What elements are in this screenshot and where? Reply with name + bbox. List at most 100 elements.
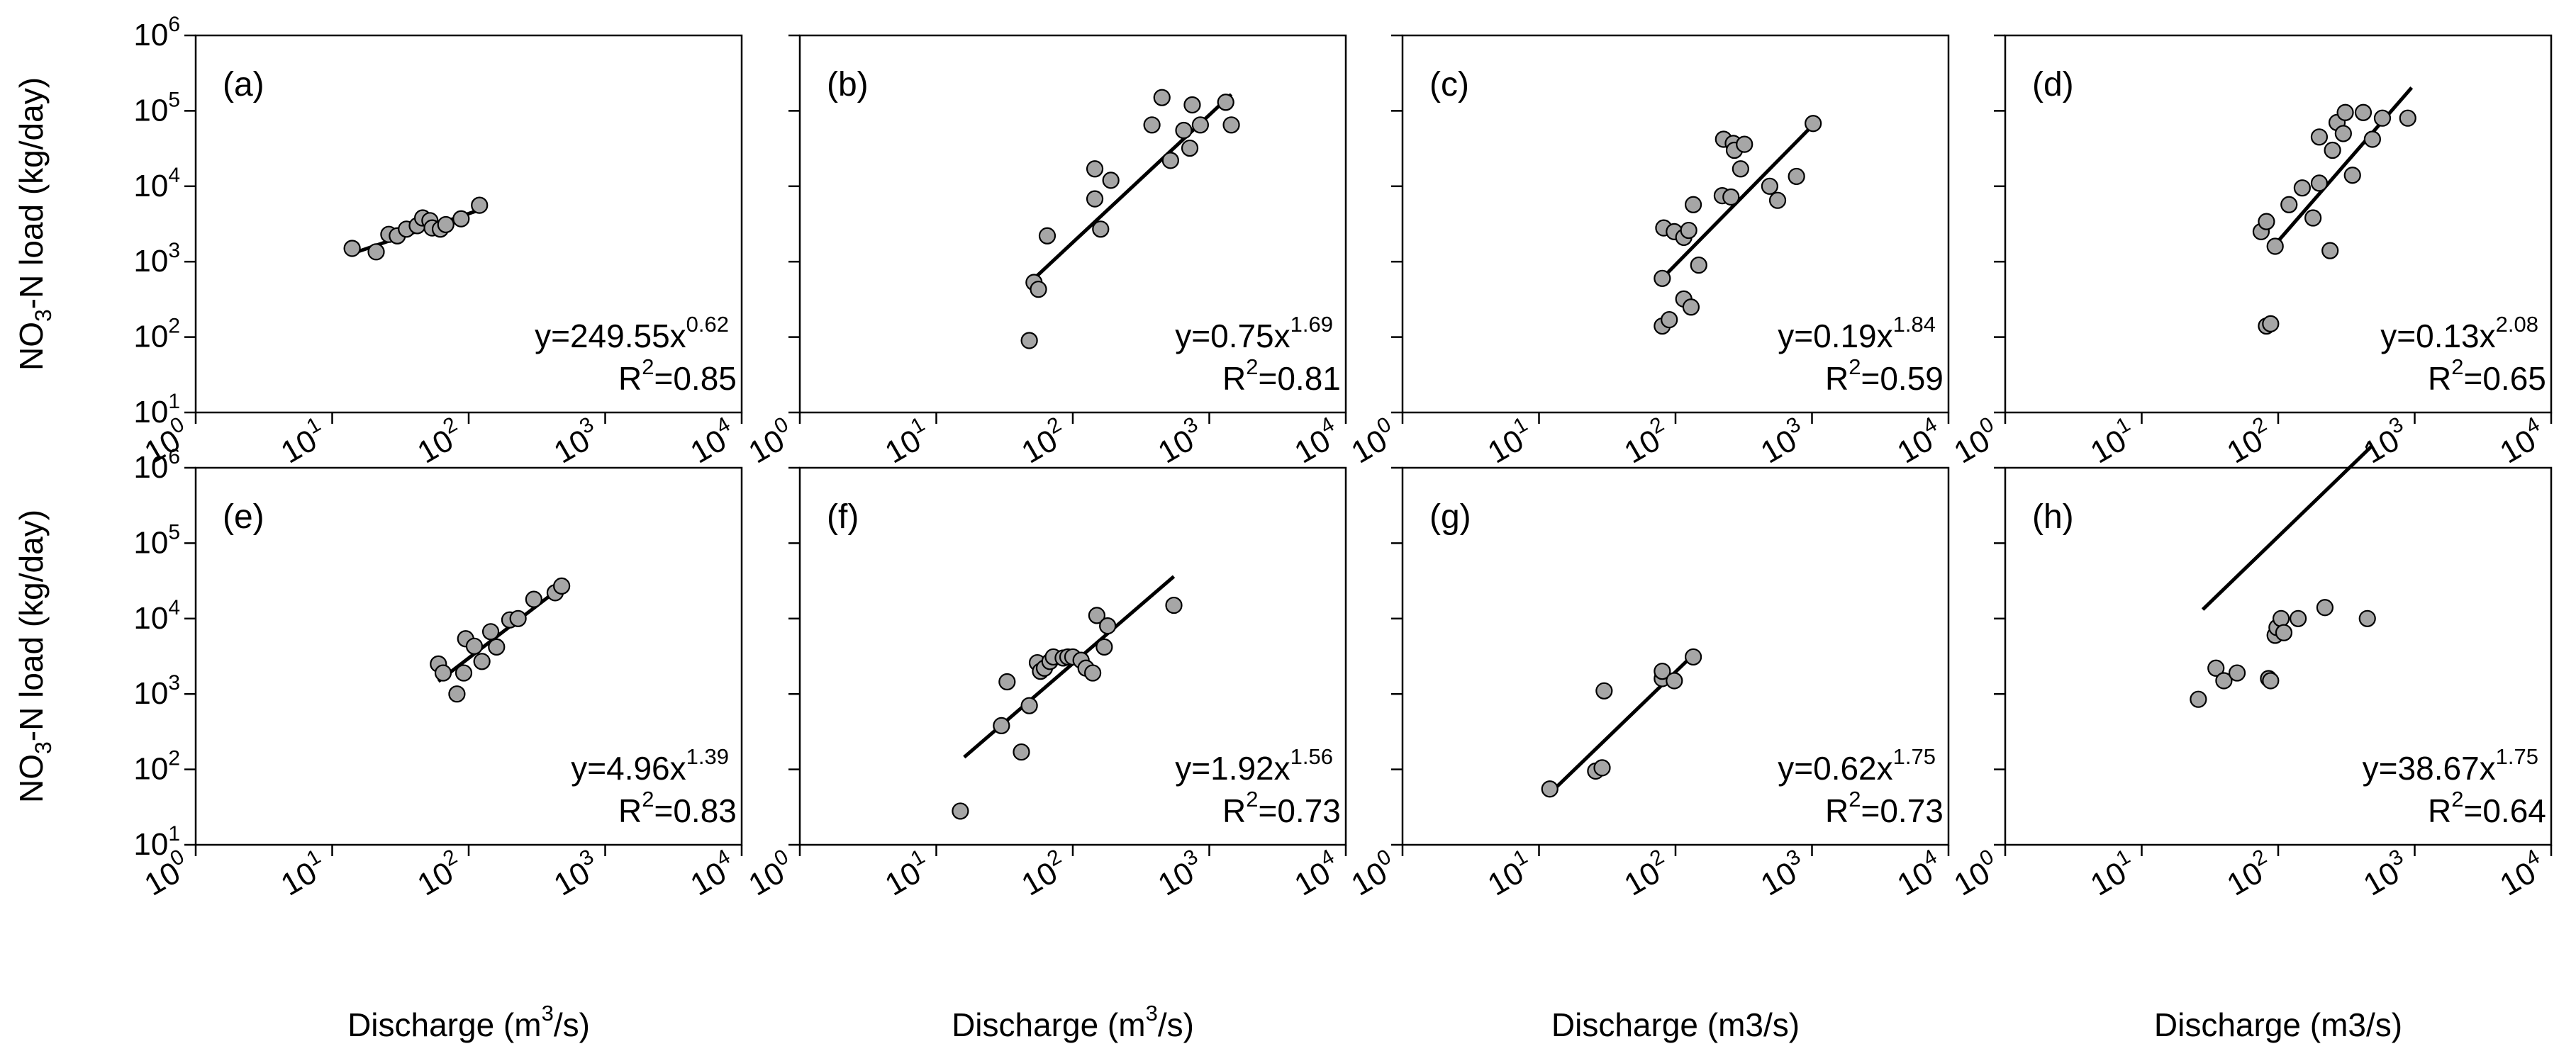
x-tick-label: 102 xyxy=(1013,845,1074,902)
data-point xyxy=(998,673,1016,691)
data-point xyxy=(1191,116,1209,134)
data-point xyxy=(2275,624,2293,641)
x-tick-label: 104 xyxy=(1286,845,1346,902)
data-point xyxy=(1684,648,1702,666)
x-tick-label: 100 xyxy=(1946,845,2006,902)
x-tick-label: 104 xyxy=(1889,412,1949,470)
data-point xyxy=(1217,94,1234,111)
data-point xyxy=(2399,109,2416,127)
data-point xyxy=(471,196,489,214)
x-tick-label: 102 xyxy=(409,412,469,470)
x-tick-label: 103 xyxy=(1753,845,1813,902)
x-tick-label: 101 xyxy=(273,412,333,470)
r-squared: R2=0.64 xyxy=(2428,787,2546,829)
y-tick-label: 106 xyxy=(133,13,180,52)
data-point xyxy=(952,802,969,820)
r-squared: R2=0.85 xyxy=(618,354,737,397)
x-tick-label: 103 xyxy=(1150,845,1210,902)
y-tick-label: 106 xyxy=(133,445,180,485)
fit-equation: y=0.19x1.84 xyxy=(1778,312,1936,354)
y-tick-label: 102 xyxy=(133,315,180,354)
data-point xyxy=(2290,610,2307,627)
x-tick-label: 102 xyxy=(2219,845,2279,902)
x-tick-label: 104 xyxy=(1889,845,1949,902)
plot-frame xyxy=(2004,34,2553,414)
data-point xyxy=(2280,196,2298,213)
data-point xyxy=(2358,610,2376,627)
panel-label: (h) xyxy=(2032,498,2074,536)
y-tick-label: 105 xyxy=(133,88,180,128)
data-point xyxy=(1086,190,1104,208)
x-tick-label: 100 xyxy=(1343,412,1403,470)
data-point xyxy=(2343,167,2361,184)
y-tick-label: 104 xyxy=(133,164,180,203)
data-point xyxy=(1086,160,1104,178)
data-point xyxy=(1541,780,1559,798)
data-point xyxy=(525,590,542,608)
data-point xyxy=(1595,682,1613,700)
data-point xyxy=(1690,256,1707,274)
data-point xyxy=(2321,242,2339,259)
y-tick-label: 105 xyxy=(133,520,180,560)
x-tick-label: 103 xyxy=(546,845,606,902)
data-point xyxy=(1038,227,1056,245)
x-tick-label: 101 xyxy=(2082,412,2143,470)
y-axis-title: NO3-N load (kg/day) xyxy=(13,77,56,371)
data-point xyxy=(2262,315,2280,332)
plot-frame xyxy=(798,34,1347,414)
data-point xyxy=(509,610,527,627)
y-tick-label: 103 xyxy=(133,671,180,711)
data-point xyxy=(1732,160,1749,178)
data-point xyxy=(2207,659,2225,677)
panel-label: (f) xyxy=(827,498,859,536)
data-point xyxy=(1722,188,1740,206)
data-point xyxy=(1175,121,1193,140)
x-tick-label: 101 xyxy=(1480,845,1540,902)
data-point xyxy=(2304,209,2322,227)
y-tick-label: 101 xyxy=(133,390,180,429)
fit-equation: y=1.92x1.56 xyxy=(1175,744,1333,787)
data-point xyxy=(2310,128,2329,146)
y-axis-title: NO3-N load (kg/day) xyxy=(13,510,56,803)
x-tick-label: 104 xyxy=(2492,845,2552,902)
data-point xyxy=(1666,672,1683,690)
regression-line xyxy=(2201,445,2373,611)
data-point xyxy=(1593,759,1611,777)
data-point xyxy=(2324,141,2341,159)
panel-label: (d) xyxy=(2032,66,2074,103)
data-point xyxy=(1684,196,1702,213)
data-point xyxy=(2258,213,2275,230)
data-point xyxy=(1736,135,1753,153)
data-point xyxy=(2190,690,2207,708)
panel-label: (c) xyxy=(1429,66,1469,103)
x-tick-label: 100 xyxy=(1343,845,1403,902)
fit-equation: y=249.55x0.62 xyxy=(535,312,729,354)
x-tick-label: 102 xyxy=(1013,412,1074,470)
plot-frame xyxy=(1401,466,1950,846)
data-point xyxy=(434,664,452,682)
data-point xyxy=(1153,89,1171,106)
x-tick-label: 102 xyxy=(409,845,469,902)
data-point xyxy=(1654,663,1671,680)
data-point xyxy=(452,210,470,228)
r-squared: R2=0.73 xyxy=(1222,787,1341,829)
r-squared: R2=0.65 xyxy=(2428,354,2546,397)
fit-equation: y=4.96x1.39 xyxy=(571,744,729,787)
y-tick-label: 101 xyxy=(133,822,180,862)
data-point xyxy=(2215,672,2233,690)
x-tick-label: 104 xyxy=(1286,412,1346,470)
regression-line xyxy=(437,583,566,683)
x-tick-label: 103 xyxy=(1150,412,1210,470)
data-point xyxy=(448,685,466,703)
x-tick-label: 103 xyxy=(546,412,606,470)
panel-label: (b) xyxy=(827,66,869,103)
data-point xyxy=(1805,115,1822,133)
panel-label: (g) xyxy=(1429,498,1471,536)
data-point xyxy=(1680,221,1697,240)
